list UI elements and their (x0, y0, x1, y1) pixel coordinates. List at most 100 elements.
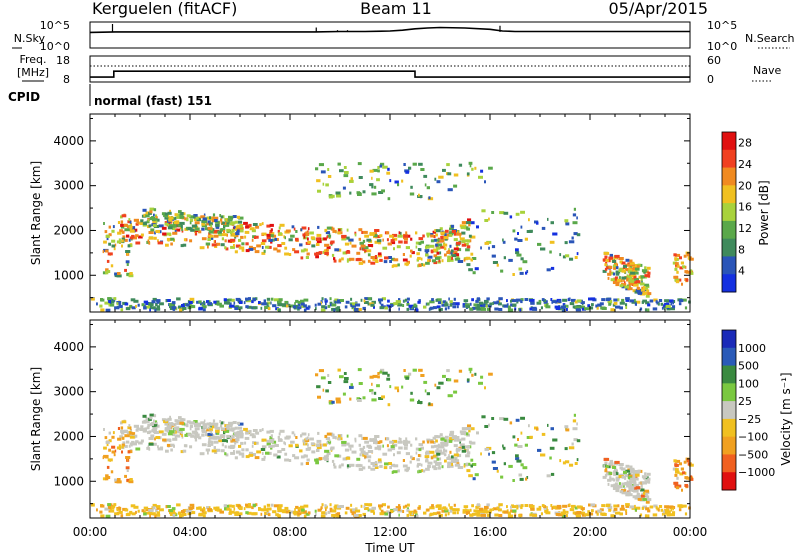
velocity-cell (265, 451, 270, 455)
power-cell (307, 227, 310, 231)
power-cell (265, 245, 270, 249)
power-cell (453, 184, 458, 188)
power-cell (634, 290, 639, 294)
power-cell (478, 301, 484, 305)
power-cell (406, 263, 408, 267)
power-cell (288, 253, 292, 256)
power-cell (466, 256, 471, 260)
velocity-cell (208, 436, 214, 440)
power-cell (121, 237, 125, 241)
power-cell (245, 242, 249, 246)
power-cell (687, 256, 690, 260)
power-cell (272, 304, 277, 308)
power-cell (551, 300, 554, 304)
power-cell (612, 264, 616, 268)
power-cell (408, 166, 412, 170)
velocity-cell (163, 420, 168, 424)
noise-tick-left-top: 10^5 (40, 19, 70, 32)
velocity-cell (203, 507, 205, 510)
velocity-cell (605, 464, 609, 468)
power-cell (249, 245, 253, 249)
power-cell (411, 251, 415, 255)
power-cell (374, 255, 377, 258)
velocity-cell (354, 439, 357, 443)
power-cell (108, 303, 111, 307)
power-cell (324, 228, 328, 232)
velocity-cell (108, 431, 111, 435)
power-cell (601, 307, 607, 310)
power-cell (614, 262, 617, 266)
velocity-cell (395, 506, 401, 510)
velocity-cell (103, 446, 107, 450)
velocity-cell (114, 512, 120, 516)
power-cell (335, 191, 341, 195)
velocity-cell (615, 489, 620, 493)
power-cell (465, 256, 469, 260)
power-ytick-label: 1000 (53, 268, 84, 282)
velocity-cell (316, 449, 320, 452)
velocity-cell (640, 494, 645, 498)
power-cell (461, 231, 466, 235)
velocity-cell (261, 428, 264, 432)
velocity-cell (266, 509, 269, 513)
velocity-cell (121, 445, 124, 449)
power-cell (517, 239, 523, 242)
power-cell (369, 232, 375, 236)
velocity-cell (269, 429, 274, 433)
velocity-cell (325, 508, 327, 512)
velocity-cell (107, 458, 113, 462)
power-cell (214, 219, 218, 222)
power-cell (194, 221, 200, 225)
velocity-cell (634, 471, 640, 475)
power-cell (609, 253, 613, 257)
velocity-cell (601, 513, 607, 516)
velocity-cell (484, 506, 489, 510)
power-cell (311, 244, 316, 248)
power-cell (615, 305, 621, 309)
power-cell (168, 218, 172, 222)
power-cell (134, 228, 138, 232)
power-cell (630, 276, 633, 280)
power-cell (124, 238, 128, 242)
power-y-axis-label: Slant Range [km] (29, 161, 43, 265)
power-cell (214, 240, 216, 244)
power-cell (112, 225, 115, 229)
velocity-cell (389, 440, 394, 444)
velocity-cell (341, 463, 344, 467)
power-cell (273, 247, 278, 251)
velocity-cell (139, 428, 144, 431)
power-cell (440, 235, 446, 239)
power-cell (515, 212, 520, 216)
velocity-cell (121, 420, 127, 424)
power-cell (245, 305, 249, 309)
power-cell (252, 223, 258, 226)
velocity-cell (457, 466, 464, 469)
power-cell (202, 308, 206, 312)
power-cell (520, 210, 525, 214)
velocity-cell (415, 447, 421, 451)
power-cell (514, 237, 518, 241)
power-cell (141, 303, 145, 307)
power-cell (176, 297, 181, 301)
velocity-cell (266, 442, 271, 446)
velocity-cell (665, 510, 671, 514)
power-cell (426, 186, 430, 190)
velocity-cell (435, 439, 438, 443)
power-cell (261, 251, 266, 255)
velocity-cell (418, 448, 422, 452)
velocity-cell (589, 512, 594, 516)
time-tick-label: 20:00 (573, 525, 608, 539)
velocity-cell (379, 512, 384, 516)
power-cell (334, 300, 337, 304)
power-cell (182, 243, 187, 247)
velocity-cell (110, 470, 114, 474)
velocity-cell (331, 400, 335, 404)
power-cell (562, 303, 566, 307)
power-cell (375, 235, 381, 239)
velocity-cell (150, 434, 155, 438)
velocity-cell (488, 423, 490, 427)
power-cell (475, 299, 479, 303)
velocity-cell (528, 424, 530, 428)
power-cell (604, 263, 608, 267)
velocity-cell (201, 433, 205, 437)
